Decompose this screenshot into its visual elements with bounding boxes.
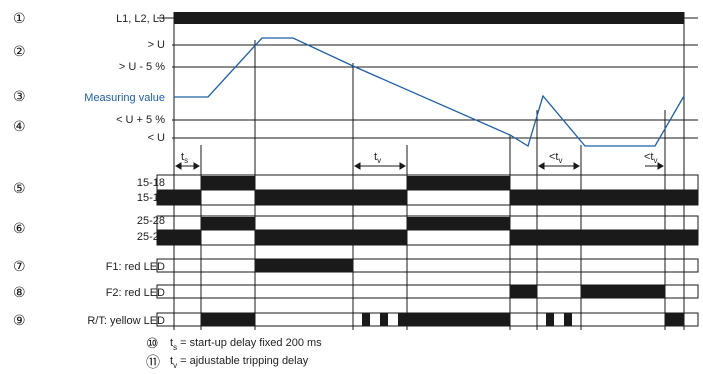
- row-number-7: ⑦: [13, 259, 26, 275]
- row-number-9: ⑨: [13, 313, 26, 329]
- label-tv: tv: [374, 151, 381, 165]
- contact-25-26-on-1: [157, 230, 201, 245]
- arrow-ts-right-head: [193, 162, 200, 170]
- led-rt-flash-2: [380, 313, 388, 326]
- row-number-6: ⑥: [13, 221, 26, 237]
- led-f2-on-2: [581, 285, 665, 298]
- led-f2-frame: [156, 284, 699, 299]
- led-f1-on: [255, 259, 353, 272]
- row-number-2: ②: [13, 44, 26, 60]
- row-number-8: ⑧: [13, 285, 26, 301]
- contact-25-row: [156, 215, 699, 246]
- contact-15-16-on-2: [255, 190, 407, 205]
- row-numbers: ① ② ③ ④ ⑤ ⑥ ⑦ ⑧ ⑨: [13, 11, 26, 329]
- label-lower-hyst: < U + 5 %: [116, 114, 165, 126]
- measuring-value-curve: [174, 37, 685, 147]
- contact-15-16-on-3: [510, 190, 698, 205]
- supply-on-bar: [174, 12, 684, 24]
- contact-25-26-on-2: [255, 230, 407, 245]
- label-supply: L1, L2, L3: [116, 13, 165, 25]
- label-led-rt: R/T: yellow LED: [87, 315, 165, 327]
- contact-25-28-on-2: [407, 217, 510, 230]
- level-lines: [172, 44, 698, 139]
- label-ts: ts: [181, 151, 188, 165]
- contact-15-row: [156, 174, 699, 206]
- note-number-11: ⑪: [146, 355, 160, 371]
- footnotes: ⑩ ts = start-up delay fixed 200 ms ⑪ tv …: [146, 336, 322, 371]
- led-rt-flash-4: [564, 313, 572, 326]
- led-rt-flash-3: [546, 313, 554, 326]
- timing-labels: ts tv <tv <tv: [181, 151, 657, 165]
- led-f2-on-1: [510, 285, 537, 298]
- time-markers: [173, 12, 685, 330]
- led-rt-on-startup: [201, 313, 255, 326]
- contact-15-18-on-1: [201, 176, 255, 190]
- label-led-f2: F2: red LED: [106, 287, 165, 299]
- arrow-tv-right-head: [399, 162, 406, 170]
- note-number-10: ⑩: [146, 336, 159, 352]
- led-rt-on-3: [665, 313, 684, 326]
- contact-25-28-on-1: [201, 217, 255, 230]
- arrow-tv-left-head: [354, 162, 361, 170]
- row-number-5: ⑤: [13, 181, 26, 197]
- row-number-4: ④: [13, 119, 26, 135]
- contact-25-26-on-3: [510, 230, 698, 245]
- led-f1-row: [156, 258, 699, 273]
- timing-arrows: [175, 162, 664, 170]
- label-upper: > U: [148, 39, 165, 51]
- label-tv-lt-1: <tv: [549, 151, 562, 165]
- arrow-ts-left-head: [175, 162, 182, 170]
- arrow-tv-lt-1-right-head: [573, 162, 580, 170]
- label-contact-25-28: 25-28: [137, 215, 165, 227]
- led-rt-flash-1: [362, 313, 370, 326]
- label-tv-lt-2: <tv: [644, 151, 657, 165]
- row-number-3: ③: [13, 89, 26, 105]
- led-f2-row: [156, 284, 699, 299]
- row-labels: L1, L2, L3 > U > U - 5 % Measuring value…: [84, 13, 165, 327]
- label-upper-hyst: > U - 5 %: [119, 61, 165, 73]
- arrow-tv-lt-2-head: [657, 162, 664, 170]
- led-f1-frame: [156, 258, 699, 273]
- label-lower: < U: [148, 132, 165, 144]
- note-start-up-delay: ts = start-up delay fixed 200 ms: [170, 337, 322, 352]
- row-number-1: ①: [13, 11, 26, 27]
- contact-15-18-on-2: [407, 176, 510, 190]
- label-measuring: Measuring value: [84, 92, 165, 104]
- supply-row: [157, 12, 698, 24]
- note-tripping-delay: tv = ajdustable tripping delay: [170, 355, 309, 370]
- contact-15-16-on-1: [157, 190, 201, 205]
- arrow-tv-lt-1-left-head: [538, 162, 545, 170]
- led-rt-row: [156, 312, 699, 327]
- led-rt-on-2: [398, 313, 510, 326]
- label-contact-15-18: 15-18: [137, 177, 165, 189]
- label-led-f1: F1: red LED: [106, 261, 165, 273]
